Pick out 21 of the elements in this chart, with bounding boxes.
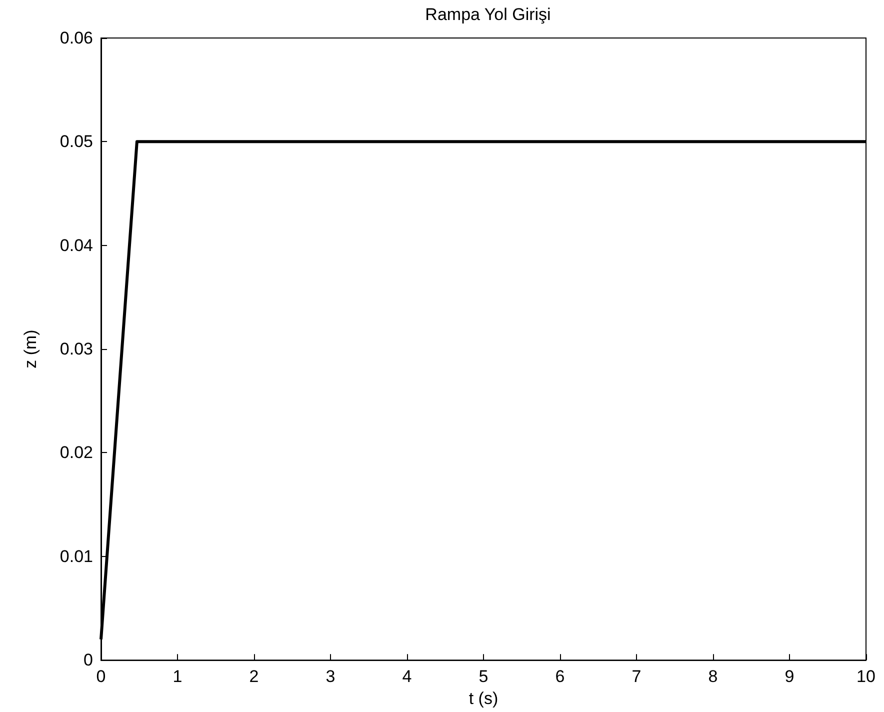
x-tick-label: 4 <box>402 667 412 686</box>
y-tick-label: 0.02 <box>60 443 93 462</box>
y-tick-label: 0.06 <box>60 28 93 48</box>
x-tick-label: 10 <box>856 667 876 686</box>
x-tick-label: 7 <box>632 667 642 686</box>
y-tick-label: 0.01 <box>60 546 93 566</box>
x-tick-label: 3 <box>326 667 336 686</box>
y-axis-title: z (m) <box>21 330 40 368</box>
chart-title: Rampa Yol Girişi <box>425 5 551 24</box>
x-tick-label: 2 <box>249 667 259 686</box>
x-tick-label: 8 <box>708 667 718 686</box>
x-tick-label: 0 <box>96 667 106 686</box>
x-tick-label: 5 <box>478 667 488 686</box>
y-tick-label: 0.05 <box>60 132 93 152</box>
y-tick-label: 0 <box>84 650 93 670</box>
x-tick-label: 1 <box>172 667 182 686</box>
y-tick-label: 0.04 <box>60 236 93 255</box>
x-tick-label: 6 <box>555 667 565 686</box>
x-tick-label: 9 <box>784 667 794 686</box>
x-axis-title: t (s) <box>468 689 498 708</box>
y-tick-label: 0.03 <box>60 340 93 359</box>
